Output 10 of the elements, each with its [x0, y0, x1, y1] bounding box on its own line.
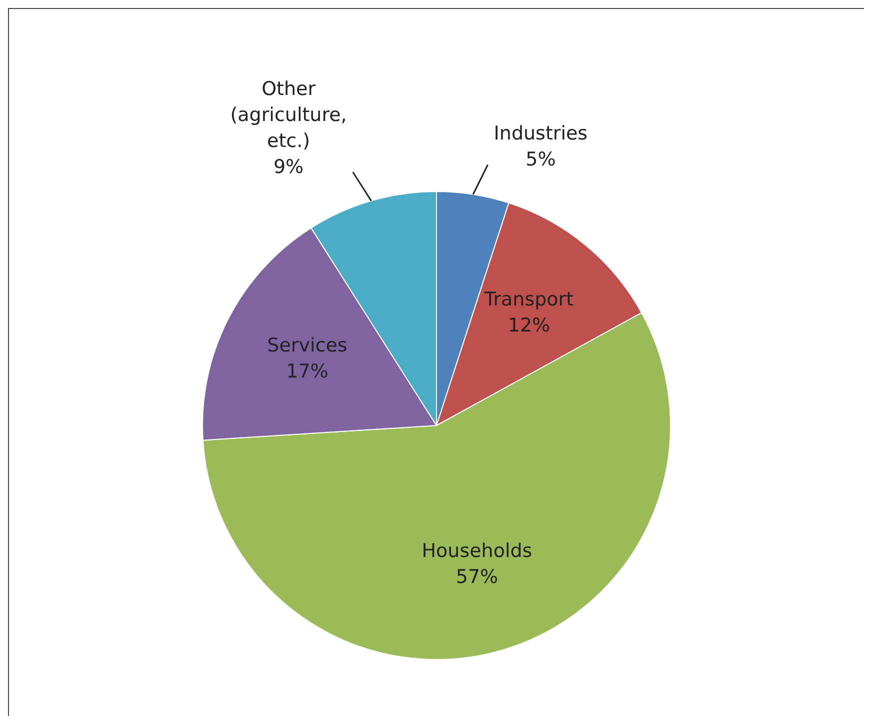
data-label: 5% [526, 148, 556, 171]
slice-label: Households [422, 540, 532, 562]
slice-label: Transport [483, 288, 574, 311]
data-label: 9% [273, 156, 304, 178]
slice-label: Other (agriculture, etc.) [230, 78, 347, 152]
data-label: 57% [456, 566, 498, 588]
data-label: 17% [286, 360, 328, 383]
data-label: 12% [508, 314, 550, 337]
slice-label: Services [267, 334, 348, 357]
slice-label: Industries [494, 122, 588, 145]
